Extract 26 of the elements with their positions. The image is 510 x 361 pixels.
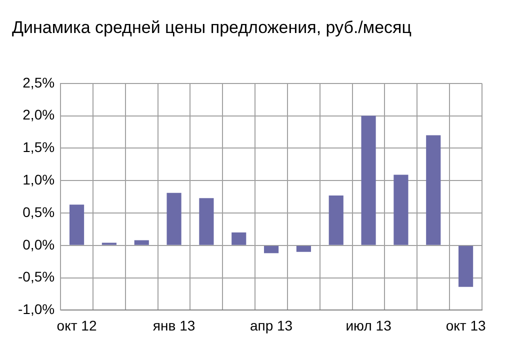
y-tick-label: 2,5% (22, 74, 55, 90)
bar (199, 198, 214, 245)
chart-title: Динамика средней цены предложения, руб./месяц (12, 18, 412, 37)
bar (361, 116, 376, 245)
bar (426, 135, 441, 245)
y-tick-label: 0,0% (22, 236, 55, 252)
bar (394, 174, 408, 245)
bar (134, 240, 149, 245)
y-tick-label: 1,0% (22, 171, 55, 188)
y-tick-label: 1,5% (22, 139, 55, 156)
x-tick-label: окт 13 (446, 317, 486, 334)
bar (166, 192, 182, 245)
y-tick-label: 2,0% (22, 106, 55, 123)
bar (232, 232, 246, 245)
bar (458, 246, 474, 287)
bar (328, 196, 344, 245)
x-tick-label: апр 13 (250, 317, 293, 334)
x-tick-label: июл 13 (346, 317, 392, 334)
bar (69, 204, 84, 245)
x-tick-label: окт 12 (56, 317, 97, 334)
bar (296, 246, 311, 252)
y-tick-label: -1,0% (18, 301, 55, 318)
y-tick-label: -0,5% (18, 268, 55, 285)
x-tick-label: янв 13 (152, 317, 196, 334)
y-tick-label: 0,5% (22, 204, 55, 220)
bar (264, 246, 279, 254)
